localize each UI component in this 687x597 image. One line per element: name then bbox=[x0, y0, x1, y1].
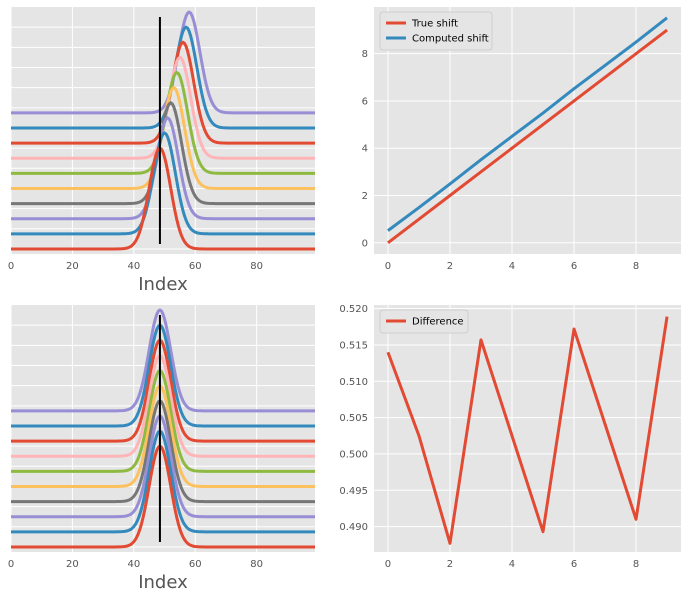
bottom-right-ytick-label: 0.495 bbox=[339, 486, 368, 497]
bottom-right-ytick-label: 0.500 bbox=[339, 449, 368, 460]
top-left-xtick-label: 80 bbox=[250, 261, 263, 272]
top-right-ytick-label: 6 bbox=[362, 96, 368, 107]
bottom-right-xtick-label: 6 bbox=[571, 559, 577, 570]
bottom-right-xtick-label: 0 bbox=[385, 559, 391, 570]
bottom-left-series-5 bbox=[11, 368, 315, 473]
top-left-series-2 bbox=[11, 116, 315, 221]
bottom-left-xtick-label: 60 bbox=[189, 559, 202, 570]
bottom-left-series-7 bbox=[11, 338, 315, 443]
panel-top-right: 0 2 4 6 8 0 2 4 6 8 True shift Computed shift bbox=[362, 7, 681, 272]
top-right-ytick-label: 2 bbox=[362, 191, 368, 202]
top-right-xtick-label: 2 bbox=[447, 261, 453, 272]
top-left-series-1 bbox=[11, 131, 315, 236]
bottom-left-series-1 bbox=[11, 429, 315, 534]
bottom-left-xtick-label: 0 bbox=[8, 559, 14, 570]
top-right-xtick-label: 6 bbox=[571, 261, 577, 272]
bottom-left-xtick-label: 80 bbox=[250, 559, 263, 570]
top-left-series-8 bbox=[11, 25, 315, 130]
top-right-ytick-label: 4 bbox=[362, 144, 368, 155]
bottom-left-series-6 bbox=[11, 353, 315, 458]
bottom-left-xtick-label: 40 bbox=[127, 559, 140, 570]
bottom-left-series-3 bbox=[11, 398, 315, 504]
panel-bottom-left: 0 20 40 60 80 Index bbox=[8, 305, 315, 593]
top-right-series-computed-shift bbox=[387, 16, 668, 232]
top-right-xtick-label: 0 bbox=[385, 261, 391, 272]
panel-top-left: 0 20 40 60 80 Index bbox=[8, 7, 315, 295]
bottom-right-ytick-label: 0.515 bbox=[339, 340, 368, 351]
top-left-xtick-label: 0 bbox=[8, 261, 14, 272]
panel-bottom-right: 0 2 4 6 8 0.490 0.495 0.500 0.505 0.510 0.515 0.520… bbox=[339, 304, 681, 570]
top-left-xtick-label: 40 bbox=[127, 261, 140, 272]
bottom-right-ytick-label: 0.510 bbox=[339, 377, 368, 388]
bottom-right-ytick-label: 0.520 bbox=[339, 304, 368, 315]
bottom-left-xtick-label: 20 bbox=[66, 559, 79, 570]
bottom-right-series-difference bbox=[386, 316, 669, 545]
bottom-left-series-4 bbox=[11, 383, 315, 488]
bottom-right-ytick-label: 0.505 bbox=[339, 413, 368, 424]
bottom-left-series-2 bbox=[11, 414, 315, 519]
bottom-left-xlabel: Index bbox=[138, 572, 188, 593]
top-left-series-9 bbox=[11, 10, 315, 115]
bottom-right-legend bbox=[379, 309, 469, 334]
bottom-left-series-9 bbox=[11, 308, 315, 413]
top-right-legend bbox=[379, 11, 493, 51]
top-right-ytick-label: 8 bbox=[362, 49, 368, 60]
top-left-xtick-label: 20 bbox=[66, 261, 79, 272]
bottom-right-ytick-label: 0.490 bbox=[339, 522, 368, 533]
bottom-left-series-0 bbox=[11, 444, 315, 549]
bottom-right-xtick-label: 2 bbox=[447, 559, 453, 570]
top-right-xtick-label: 4 bbox=[509, 261, 515, 272]
top-right-xtick-label: 8 bbox=[633, 261, 639, 272]
top-right-legend-label: True shift bbox=[411, 19, 458, 30]
top-left-xlabel: Index bbox=[138, 274, 188, 295]
bottom-left-series-8 bbox=[11, 323, 315, 428]
top-right-series-true-shift bbox=[387, 28, 668, 244]
bottom-right-xtick-label: 4 bbox=[509, 559, 515, 570]
top-left-xtick-label: 60 bbox=[189, 261, 202, 272]
bottom-right-legend-label: Difference bbox=[412, 317, 464, 328]
bottom-right-plot-area bbox=[374, 305, 681, 552]
top-left-series-0 bbox=[11, 146, 315, 251]
top-right-legend-label: Computed shift bbox=[412, 34, 489, 45]
bottom-right-xtick-label: 8 bbox=[633, 559, 639, 570]
top-right-ytick-label: 0 bbox=[362, 238, 368, 249]
